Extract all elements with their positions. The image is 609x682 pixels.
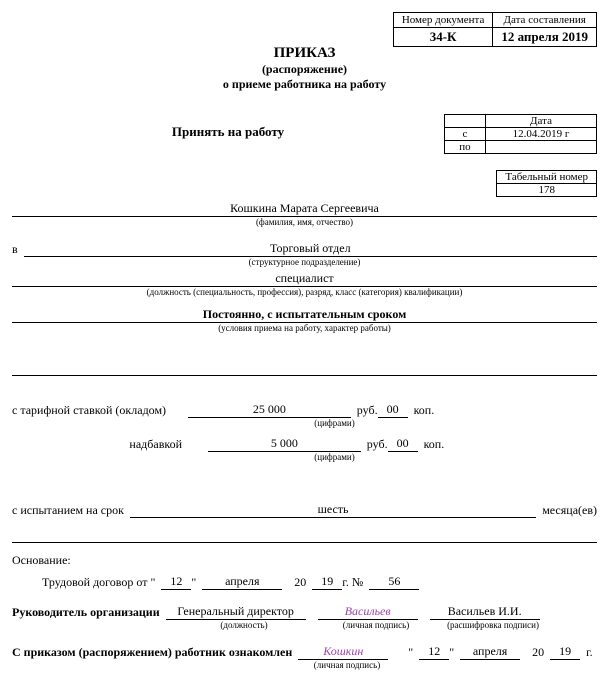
manager-decoded: Васильев И.И.: [430, 604, 540, 620]
ack-qo: ": [408, 645, 413, 660]
position-row: специалист: [12, 271, 597, 287]
basis-num: 56: [369, 574, 419, 590]
accept-row: Принять на работу Дата с12.04.2019 г по: [12, 114, 597, 154]
to-date: [486, 141, 597, 154]
ack-qc: ": [449, 645, 454, 660]
ack-yp: 20: [532, 645, 544, 660]
basis-month: апреля: [202, 574, 282, 590]
blank-line: [12, 363, 597, 376]
basis-text: Трудовой договор от ": [42, 575, 155, 590]
basis-yp: 20: [294, 575, 306, 590]
tariff-label: с тарифной ставкой (окладом): [12, 403, 182, 418]
fio-value: Кошкина Марата Сергеевича: [12, 201, 597, 217]
tab-num-label: Табельный номер: [497, 171, 597, 184]
manager-pos-sub: (должность): [174, 620, 314, 630]
doc-date-header: Дата составления: [493, 13, 597, 28]
ack-label: С приказом (распоряжением) работник озна…: [12, 645, 292, 660]
position-value: специалист: [12, 271, 597, 287]
tariff-value: 25 000: [188, 402, 351, 418]
fio-row: Кошкина Марата Сергеевича: [12, 201, 597, 217]
dept-row: в Торговый отдел: [12, 241, 597, 257]
rub-label: руб.: [357, 403, 378, 418]
addon-sub: (цифрами): [72, 452, 597, 462]
ack-month: апреля: [460, 644, 520, 660]
basis-day: 12: [161, 574, 191, 590]
header-table: Номер документа Дата составления 34-К 12…: [393, 12, 597, 47]
probation-suffix: месяца(ев): [542, 503, 597, 518]
basis-qc: ": [191, 575, 196, 590]
doc-num-header: Номер документа: [393, 13, 493, 28]
position-sub: (должность (специальность, профессия), р…: [12, 287, 597, 297]
dept-sub: (структурное подразделение): [12, 257, 597, 267]
divider: [12, 542, 597, 543]
manager-sign-sub: (личная подпись): [326, 620, 426, 630]
basis-row: Трудовой договор от " 12 " апреля 20 19 …: [12, 574, 597, 590]
manager-row: Руководитель организации Генеральный дир…: [12, 604, 597, 620]
basis-label: Основание:: [12, 553, 597, 568]
dept-value: Торговый отдел: [24, 241, 597, 257]
addon-label: надбавкой: [12, 437, 202, 452]
tab-num-value: 178: [497, 184, 597, 197]
doc-num-value: 34-К: [393, 28, 493, 47]
manager-position: Генеральный директор: [166, 604, 306, 620]
tariff-row: с тарифной ставкой (окладом) 25 000 руб.…: [12, 402, 597, 418]
ack-day: 12: [419, 644, 449, 660]
probation-label: с испытанием на срок: [12, 503, 124, 518]
manager-dec-sub: (расшифровка подписи): [438, 620, 548, 630]
addon-row: надбавкой 5 000 руб. 00 коп.: [12, 436, 597, 452]
to-label: по: [445, 141, 486, 154]
addon-kop: 00: [388, 436, 418, 452]
tariff-kop: 00: [378, 402, 408, 418]
probation-row: с испытанием на срок шесть месяца(ев): [12, 502, 597, 518]
basis-ys: г. №: [342, 575, 363, 590]
accept-label: Принять на работу: [12, 114, 444, 140]
dept-prefix: в: [12, 242, 18, 257]
ack-year: 19: [550, 644, 580, 660]
rub-label2: руб.: [367, 437, 388, 452]
ack-sign: Кошкин: [298, 644, 388, 660]
manager-label: Руководитель организации: [12, 605, 160, 620]
fio-sub: (фамилия, имя, отчество): [12, 217, 597, 227]
title-sub2: о приеме работника на работу: [12, 77, 597, 92]
title-block: ПРИКАЗ (распоряжение) о приеме работника…: [12, 45, 597, 92]
date-header: Дата: [486, 115, 597, 128]
title-main: ПРИКАЗ: [12, 45, 597, 62]
tariff-sub: (цифрами): [72, 418, 597, 428]
kop-label2: коп.: [424, 437, 445, 452]
addon-value: 5 000: [208, 436, 361, 452]
ack-sign-sub: (личная подпись): [302, 660, 392, 670]
ack-ys: г.: [586, 645, 593, 660]
conditions-sub: (условия приема на работу, характер рабо…: [12, 323, 597, 333]
conditions-value: Постоянно, с испытательным сроком: [12, 307, 597, 323]
from-label: с: [445, 128, 486, 141]
date-table: Дата с12.04.2019 г по: [444, 114, 597, 154]
kop-label: коп.: [414, 403, 435, 418]
basis-year: 19: [312, 574, 342, 590]
from-date: 12.04.2019 г: [486, 128, 597, 141]
title-sub1: (распоряжение): [12, 62, 597, 77]
ack-row: С приказом (распоряжением) работник озна…: [12, 644, 597, 660]
probation-value: шесть: [130, 502, 536, 518]
manager-sign: Васильев: [318, 604, 418, 620]
conditions-row: Постоянно, с испытательным сроком: [12, 307, 597, 323]
doc-date-value: 12 апреля 2019: [493, 28, 597, 47]
tab-num-table: Табельный номер 178: [496, 170, 597, 197]
